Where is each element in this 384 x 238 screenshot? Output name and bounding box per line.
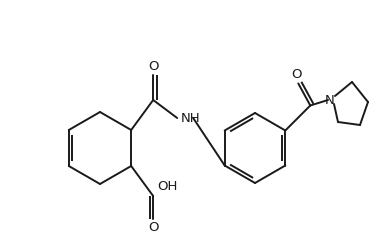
- Text: OH: OH: [157, 180, 177, 193]
- Text: N: N: [325, 94, 335, 106]
- Text: O: O: [291, 69, 301, 81]
- Text: O: O: [148, 60, 159, 73]
- Text: NH: NH: [181, 111, 201, 124]
- Text: O: O: [148, 221, 159, 234]
